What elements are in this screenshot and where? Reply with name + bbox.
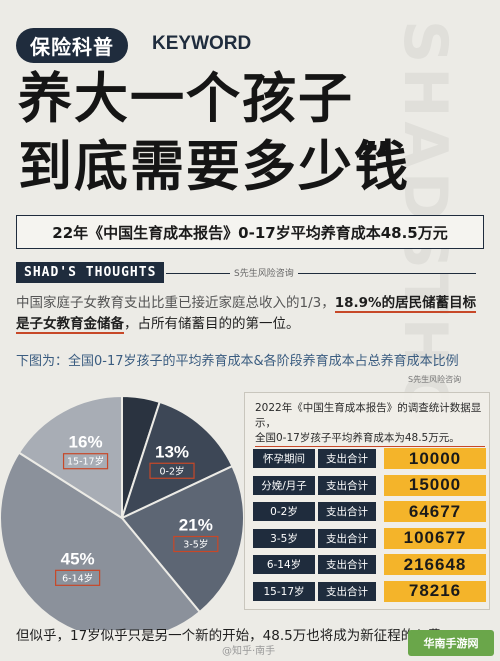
cost-row: 0-2岁 支出合计 64677 [253, 501, 487, 522]
info-panel: 2022年《中国生育成本报告》的调查统计数据显示， 全国0-17岁孩子平均养育成… [244, 392, 490, 610]
cost-row-total-label: 支出合计 [318, 581, 376, 601]
cost-row-value: 64677 [384, 501, 486, 522]
info-intro-line-2: 全国0-17岁孩子平均养育成本为48.5万元。 [255, 431, 485, 447]
paragraph-part-1: 中国家庭子女教育支出比重已接近家庭总收入的1/3， [16, 295, 335, 311]
info-intro-line-1: 2022年《中国生育成本报告》的调查统计数据显示， [255, 402, 482, 429]
pie-stage-box [173, 535, 219, 553]
keyword-label: KEYWORD [152, 33, 252, 54]
info-intro: 2022年《中国生育成本报告》的调查统计数据显示， 全国0-17岁孩子平均养育成… [255, 401, 485, 447]
pie-percent-label: 21% [179, 516, 213, 535]
thoughts-source: S先生风险咨询 [230, 266, 298, 279]
cost-row-value: 10000 [384, 448, 486, 469]
cost-row: 15-17岁 支出合计 78216 [253, 580, 487, 602]
pie-slice [120, 400, 234, 520]
cost-row-value: 216648 [384, 554, 486, 575]
pie-stage-label: 6-14岁 [62, 572, 93, 584]
pie-stage-box [62, 453, 109, 470]
cost-row-stage: 分娩/月子 [253, 475, 315, 495]
cost-row: 3-5岁 支出合计 100677 [253, 527, 487, 549]
cost-row-stage: 15-17岁 [253, 581, 315, 601]
cost-row-value: 100677 [384, 527, 486, 549]
pie-percent-label: 45% [61, 549, 95, 568]
headline-line-2: 到底需要多少钱 [18, 135, 410, 198]
cost-row-stage: 怀孕期间 [253, 449, 315, 468]
pie-slice [0, 451, 202, 630]
cost-row-stage: 6-14岁 [253, 555, 315, 574]
pie-slice [17, 394, 123, 520]
paragraph-highlight: 18.9%的居民储蓄目标是子女教育金储备 [16, 295, 477, 334]
cost-row: 分娩/月子 支出合计 15000 [253, 474, 487, 496]
closing-quote-mark: ” [360, 130, 393, 196]
thoughts-badge: SHAD'S THOUGHTS [16, 262, 165, 283]
cost-row: 怀孕期间 支出合计 10000 [253, 448, 487, 469]
cost-row-total-label: 支出合计 [318, 528, 376, 548]
pie-percent-label: 13% [155, 442, 189, 461]
cost-row-value: 78216 [384, 580, 486, 602]
pie-stage-label: 3-5岁 [183, 539, 208, 551]
pie-stage-box [55, 569, 101, 586]
cost-row-total-label: 支出合计 [318, 555, 376, 574]
bottom-watermark: @知乎·南手 [222, 646, 276, 657]
corner-logo: 华南手游网 [408, 630, 494, 656]
bottom-text: 但似乎，17岁似乎只是另一个新的开始，48.5万也将成为新征程的入费 [16, 628, 442, 644]
pie-stage-label: 15-17岁 [67, 456, 104, 468]
pie-slice [120, 464, 245, 614]
cost-row-value: 15000 [384, 474, 486, 496]
paragraph-part-2: ，占所有储蓄目的的第一位。 [124, 316, 300, 332]
subtitle-box: 22年《中国生育成本报告》0-17岁平均养育成本48.5万元 [16, 215, 484, 249]
cost-row-stage: 0-2岁 [253, 502, 315, 521]
headline-line-1: 养大一个孩子 [18, 67, 354, 130]
subtitle-text: 22年《中国生育成本报告》0-17岁平均养育成本48.5万元 [52, 223, 448, 242]
chart-caption: 下图为：全国0-17岁孩子的平均养育成本&各阶段养育成本占总养育成本比例 [16, 354, 459, 369]
pie-stage-box [149, 462, 195, 479]
pie-stage-label: 0-2岁 [160, 465, 185, 477]
chart-source: S先生风险咨询 [408, 375, 462, 384]
intro-paragraph: 中国家庭子女教育支出比重已接近家庭总收入的1/3，18.9%的居民储蓄目标是子女… [16, 293, 486, 335]
cost-row-total-label: 支出合计 [318, 502, 376, 521]
pie-percent-label: 16% [69, 433, 103, 452]
category-tag: 保险科普 [16, 28, 128, 63]
cost-row: 6-14岁 支出合计 216648 [253, 554, 487, 575]
cost-row-total-label: 支出合计 [318, 449, 376, 468]
pie-chart: 13% 0-2岁 21% 3-5岁 45% 6-14岁 16% 15-17岁 [0, 394, 245, 630]
thoughts-divider [166, 273, 476, 274]
cost-row-stage: 3-5岁 [253, 528, 315, 548]
cost-row-total-label: 支出合计 [318, 475, 376, 495]
